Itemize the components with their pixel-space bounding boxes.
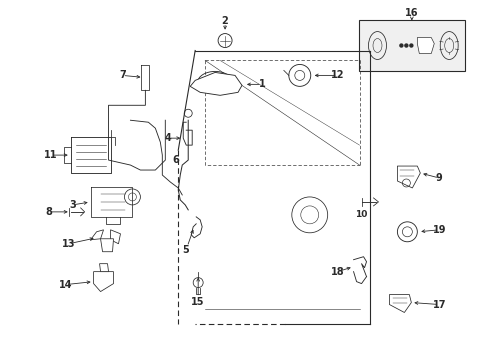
Circle shape [399,44,402,47]
Text: 1: 1 [258,79,265,89]
Text: 11: 11 [44,150,58,160]
Polygon shape [90,230,103,240]
FancyBboxPatch shape [358,20,464,71]
Text: 16: 16 [404,8,418,18]
Text: 8: 8 [45,207,52,217]
Text: 5: 5 [182,245,188,255]
Polygon shape [93,272,113,292]
Text: 14: 14 [59,280,72,289]
Text: 18: 18 [330,267,344,276]
Text: 6: 6 [172,155,178,165]
Polygon shape [110,230,120,244]
Circle shape [404,44,407,47]
Polygon shape [397,166,420,188]
Text: 3: 3 [69,200,76,210]
Text: 12: 12 [330,71,344,80]
Text: 7: 7 [119,71,125,80]
Text: 4: 4 [164,133,171,143]
Text: 15: 15 [191,297,204,306]
Polygon shape [416,37,433,54]
Polygon shape [100,264,108,272]
Circle shape [409,44,412,47]
Text: 2: 2 [221,15,228,26]
Text: 17: 17 [431,300,445,310]
Polygon shape [101,239,113,252]
Text: 13: 13 [62,239,75,249]
Text: 19: 19 [431,225,445,235]
Text: 9: 9 [435,173,442,183]
Polygon shape [190,72,242,95]
Polygon shape [388,294,410,312]
Text: 10: 10 [355,210,367,219]
